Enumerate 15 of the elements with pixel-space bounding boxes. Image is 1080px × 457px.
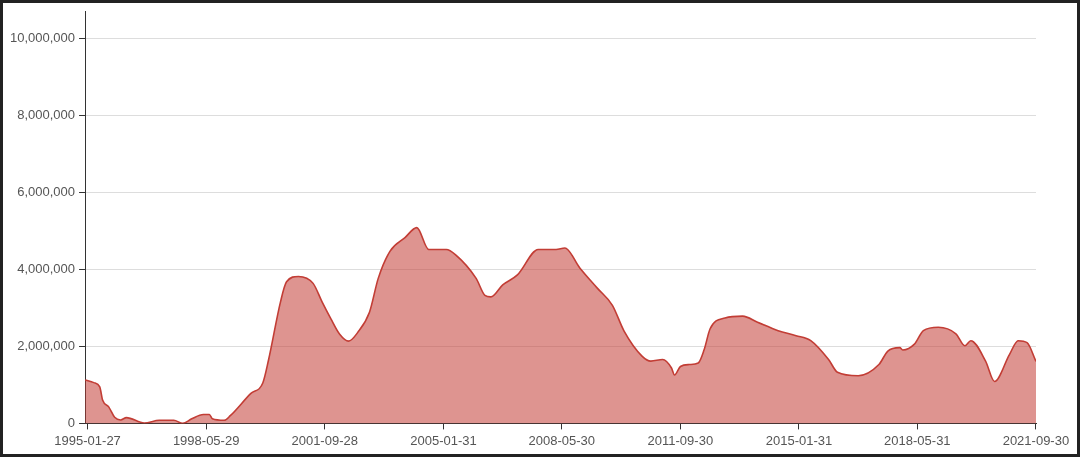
y-tick-label: 4,000,000	[17, 261, 76, 277]
y-tick-label: 0	[67, 414, 76, 430]
x-tick-label: 2021-09-30	[1002, 432, 1070, 448]
y-tick-label: 2,000,000	[17, 338, 76, 354]
x-tick-label: 2018-05-31	[884, 432, 951, 448]
x-tick-label: 1995-01-27	[54, 432, 121, 448]
y-tick-label: 8,000,000	[17, 107, 76, 123]
y-tick-label: 10,000,000	[9, 30, 76, 46]
x-tick-label: 1998-05-29	[172, 432, 240, 448]
x-tick-label: 2015-01-31	[765, 432, 833, 448]
x-tick-label: 2008-05-30	[528, 432, 596, 448]
y-tick-label: 6,000,000	[17, 184, 76, 200]
x-tick-label: 2001-09-28	[291, 432, 358, 448]
x-tick-label: 2011-09-30	[647, 432, 714, 448]
x-tick-label: 2005-01-31	[410, 432, 477, 448]
